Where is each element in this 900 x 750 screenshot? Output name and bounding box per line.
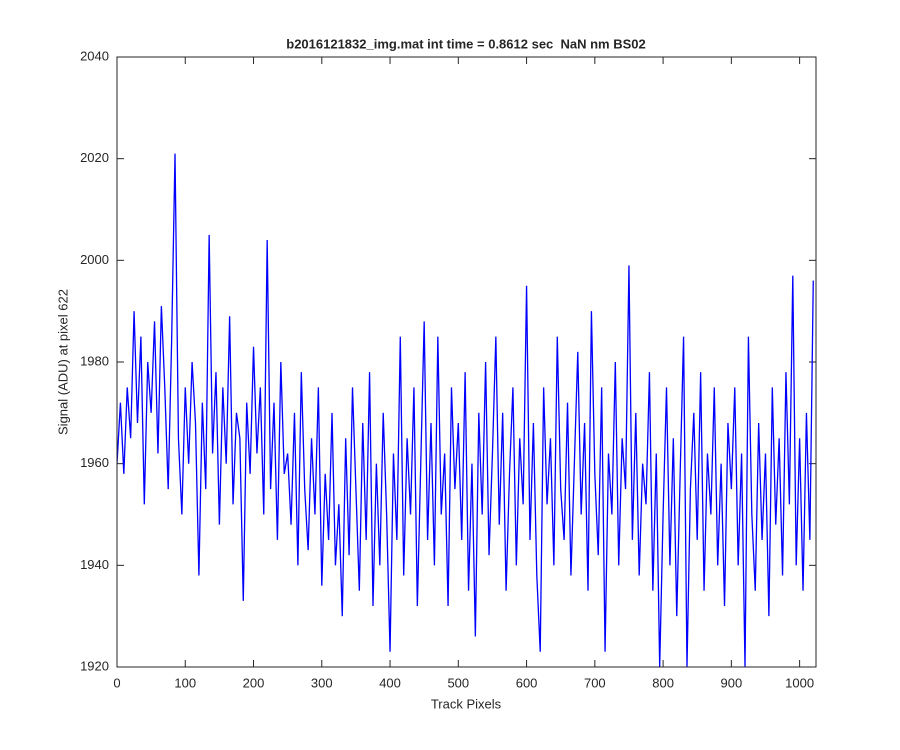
y-tick-label: 1960 — [80, 455, 109, 470]
x-tick-label: 800 — [652, 675, 674, 690]
x-tick-label: 700 — [584, 675, 606, 690]
x-tick-label: 300 — [311, 675, 333, 690]
x-tick-label: 0 — [113, 675, 120, 690]
y-tick-label: 2000 — [80, 252, 109, 267]
x-tick-label: 200 — [243, 675, 265, 690]
y-tick-label: 2020 — [80, 150, 109, 165]
x-tick-label: 600 — [516, 675, 538, 690]
chart-title: b2016121832_img.mat int time = 0.8612 se… — [286, 36, 646, 51]
y-tick-label: 2040 — [80, 48, 109, 63]
x-tick-label: 900 — [721, 675, 743, 690]
x-tick-label: 400 — [379, 675, 401, 690]
data-line — [117, 153, 814, 667]
x-tick-label: 500 — [447, 675, 469, 690]
x-axis-label: Track Pixels — [431, 696, 502, 711]
y-tick-label: 1940 — [80, 557, 109, 572]
plot-frame — [116, 56, 817, 668]
y-tick-label: 1920 — [80, 658, 109, 673]
x-tick-label: 1000 — [785, 675, 814, 690]
y-axis-label: Signal (ADU) at pixel 622 — [55, 289, 70, 435]
y-tick-label: 1980 — [80, 353, 109, 368]
x-tick-label: 100 — [174, 675, 196, 690]
